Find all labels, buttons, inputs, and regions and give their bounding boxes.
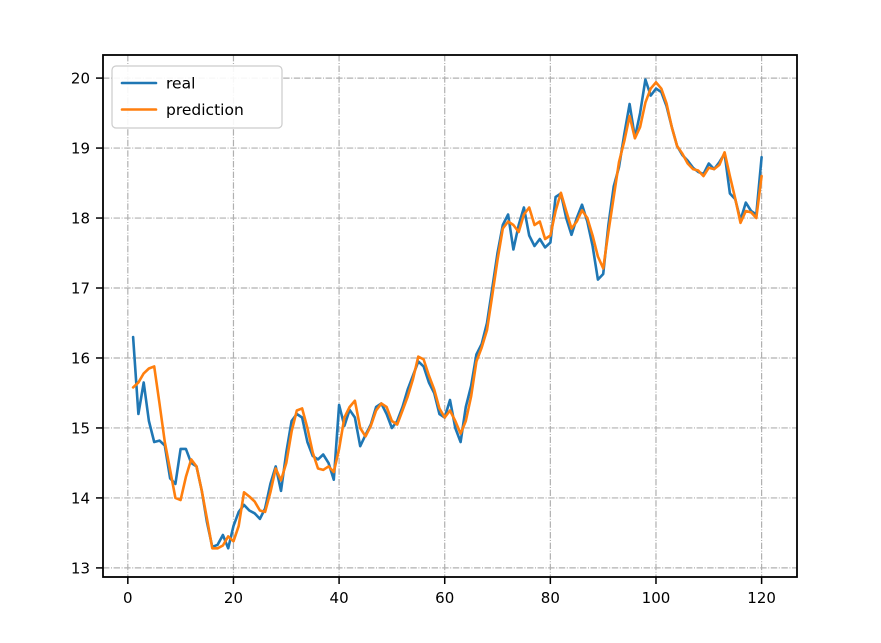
legend-item-real: real — [120, 75, 195, 93]
x-tick-label-0: 0 — [123, 589, 133, 607]
x-tick-label-2: 40 — [330, 589, 349, 607]
y-tick-label-2: 15 — [71, 419, 90, 437]
y-tick-label-3: 16 — [71, 349, 90, 367]
x-tick-label-1: 20 — [224, 589, 243, 607]
legend-label-real: real — [166, 75, 195, 93]
series-prediction-line — [131, 81, 763, 550]
y-tick-label-6: 19 — [71, 140, 90, 158]
y-tick-label-1: 14 — [71, 489, 90, 507]
x-tick-label-3: 60 — [435, 589, 454, 607]
legend-item-prediction: prediction — [120, 101, 244, 119]
x-tick-label-4: 80 — [541, 589, 560, 607]
series-real-line — [131, 78, 763, 550]
x-tick-label-6: 120 — [747, 589, 776, 607]
grid — [103, 55, 797, 577]
y-tick-label-5: 18 — [71, 210, 90, 228]
legend: real prediction — [111, 65, 283, 129]
legend-box — [111, 65, 283, 129]
y-tick-label-4: 17 — [71, 280, 90, 298]
y-tick-label-7: 20 — [71, 70, 90, 88]
ticks: 0 20 40 60 80 100 120 13 14 15 16 17 18 19 20 — [71, 70, 776, 607]
x-tick-label-5: 100 — [642, 589, 671, 607]
y-tick-label-0: 13 — [71, 559, 90, 577]
legend-label-prediction: prediction — [166, 101, 244, 119]
axes-spines — [102, 54, 798, 578]
